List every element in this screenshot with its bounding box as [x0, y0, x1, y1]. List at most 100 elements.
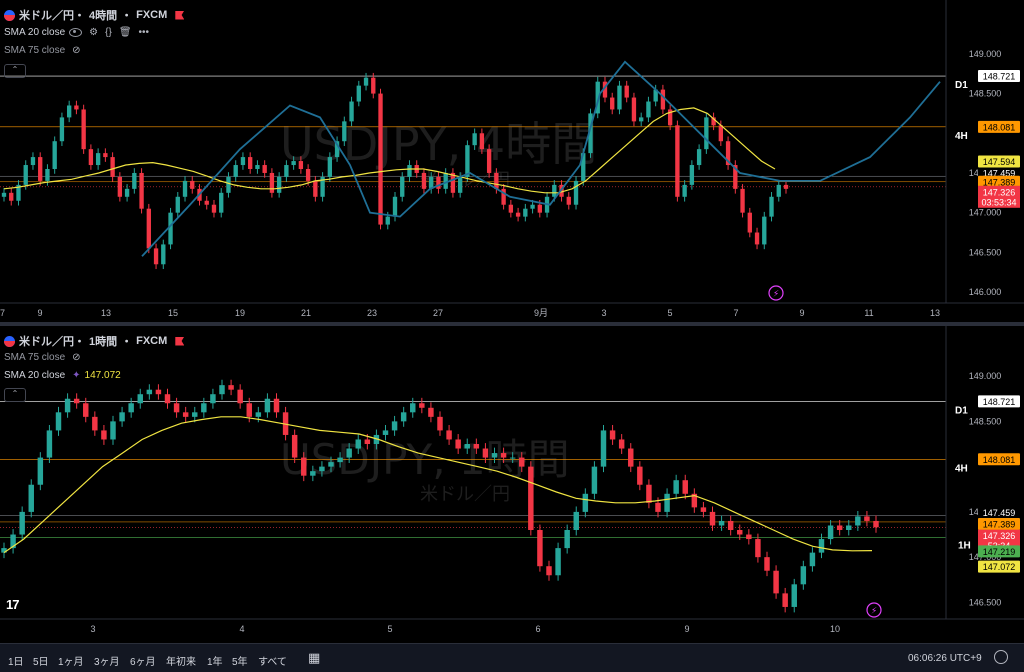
range-5y-button[interactable]: 5年 — [232, 657, 248, 668]
range-1d-button[interactable]: 1日 — [8, 657, 24, 668]
candle-body — [192, 412, 198, 417]
eye-icon[interactable] — [69, 28, 83, 37]
range-all-button[interactable]: すべて — [258, 657, 287, 668]
chart-canvas-4h[interactable]: USDJPY, 4時間米ドル／円D14H149.000148.500147.50… — [0, 0, 1024, 322]
candle-body — [472, 133, 477, 146]
range-5d-button[interactable]: 5日 — [33, 657, 49, 668]
indicator-row[interactable]: SMA 20 close ⚙ {} 🗑 ••• — [4, 27, 149, 38]
candle-body — [81, 109, 86, 150]
candle-body — [537, 530, 543, 567]
more-icon[interactable]: ••• — [138, 27, 150, 38]
source-code-icon[interactable]: {} — [105, 27, 112, 38]
x-tick-label: 9 — [684, 624, 689, 634]
candle-body — [733, 165, 738, 189]
candle-body — [588, 113, 593, 154]
symbol-legend[interactable]: 米ドル／円・ 4時間・ FXCM — [4, 7, 185, 23]
collapse-legend-button[interactable]: ⌃ — [4, 64, 26, 78]
x-tick-label: 27 — [433, 308, 443, 318]
range-1m-button[interactable]: 1ヶ月 — [58, 657, 84, 668]
candle-body — [800, 566, 807, 585]
candle-body — [537, 204, 542, 213]
settings-icon[interactable]: ⚙ — [89, 27, 99, 38]
candle-body — [219, 385, 225, 395]
candle-body — [64, 398, 71, 413]
x-tick-label: 4 — [239, 624, 244, 634]
candle-body — [591, 466, 598, 494]
candle-body — [204, 200, 209, 205]
candle-body — [776, 184, 781, 197]
watermark-subtext: 米ドル／円 — [420, 170, 510, 191]
candle-body — [83, 403, 89, 417]
candle-body — [327, 157, 333, 177]
y-tick-label: 146.000 — [969, 287, 1002, 297]
date-range-icon[interactable]: ▦ — [308, 650, 321, 665]
last-price-tag: 147.326 — [983, 531, 1016, 541]
candle-body — [1, 192, 7, 197]
range-3m-button[interactable]: 3ヶ月 — [94, 657, 120, 668]
candle-body — [264, 398, 271, 413]
candle-body — [494, 172, 499, 189]
candle-body — [371, 77, 376, 94]
candle-body — [762, 216, 767, 245]
candle-body — [491, 453, 498, 458]
candle-body — [175, 196, 180, 213]
candle-body — [682, 480, 688, 494]
indicator-label: SMA 75 close — [4, 45, 66, 56]
chart-panel-4h[interactable]: USDJPY, 4時間米ドル／円D14H149.000148.500147.50… — [0, 0, 1024, 322]
candle-body — [182, 180, 188, 197]
symbol-legend[interactable]: 米ドル／円・ 1時間・ FXCM — [4, 333, 185, 349]
candle-body — [19, 511, 25, 535]
clock-readout[interactable]: 06:06:26 UTC+9 — [908, 653, 982, 664]
candle-body — [696, 149, 702, 166]
candle-body — [727, 520, 734, 530]
candle-body — [337, 457, 343, 463]
candle-body — [646, 101, 651, 118]
indicator-value: 147.072 — [84, 370, 121, 381]
chart-canvas-1h[interactable]: USDJPY, 1時間米ドル／円D14H1H149.000148.500147.… — [0, 326, 1024, 643]
x-tick-label: 9月 — [534, 308, 548, 318]
candle-body — [709, 511, 716, 526]
trash-icon[interactable]: 🗑 — [118, 27, 132, 38]
x-tick-label: 7 — [733, 308, 738, 318]
candle-body — [782, 593, 788, 607]
x-tick-label: 5 — [387, 624, 392, 634]
4h-price-tag: 148.081 — [983, 455, 1016, 465]
indicator-row[interactable]: SMA 20 close ✦ 147.072 — [4, 370, 121, 381]
candle-body — [146, 208, 151, 249]
d1-tag: D1 — [955, 405, 968, 416]
range-1y-button[interactable]: 1年 — [207, 657, 223, 668]
gear-icon[interactable] — [994, 650, 1008, 664]
eye-hidden-icon[interactable]: ⊘ — [72, 45, 81, 56]
d1-price-tag-bg — [978, 395, 1020, 408]
candle-body — [519, 457, 525, 467]
candle-body — [465, 145, 470, 177]
candle-body — [700, 507, 707, 512]
candle-body — [291, 161, 296, 166]
candle-body — [769, 196, 774, 217]
pane-divider[interactable] — [0, 322, 1024, 326]
x-tick-label: 5 — [667, 308, 672, 318]
x-tick-label: 3 — [601, 308, 606, 318]
candle-body — [262, 165, 267, 173]
candle-body — [864, 516, 870, 521]
collapse-legend-button[interactable]: ⌃ — [4, 388, 26, 402]
range-6m-button[interactable]: 6ヶ月 — [130, 657, 156, 668]
candle-body — [240, 157, 246, 166]
y-tick-label: 148.500 — [969, 89, 1002, 99]
candle-body — [673, 480, 679, 494]
tradingview-logo[interactable]: 17 — [6, 597, 20, 612]
4h-price-tag-bg — [978, 120, 1020, 133]
indicator-row[interactable]: SMA 75 close ⊘ — [4, 352, 81, 363]
source-label: FXCM — [136, 9, 168, 21]
chart-panel-1h[interactable]: USDJPY, 1時間米ドル／円D14H1H149.000148.500147.… — [0, 326, 1024, 643]
candle-body — [284, 165, 289, 177]
d1-price-tag: 148.721 — [983, 72, 1016, 82]
candle-body — [400, 176, 405, 197]
eye-hidden-icon[interactable]: ⊘ — [72, 352, 81, 363]
candle-body — [609, 430, 616, 440]
x-tick-label: 6 — [535, 624, 540, 634]
settings-icon[interactable]: ✦ — [72, 370, 81, 381]
indicator-row[interactable]: SMA 75 close ⊘ — [4, 45, 81, 56]
pivot-price-tag-bg — [978, 175, 1020, 188]
range-ytd-button[interactable]: 年初来 — [166, 657, 196, 668]
